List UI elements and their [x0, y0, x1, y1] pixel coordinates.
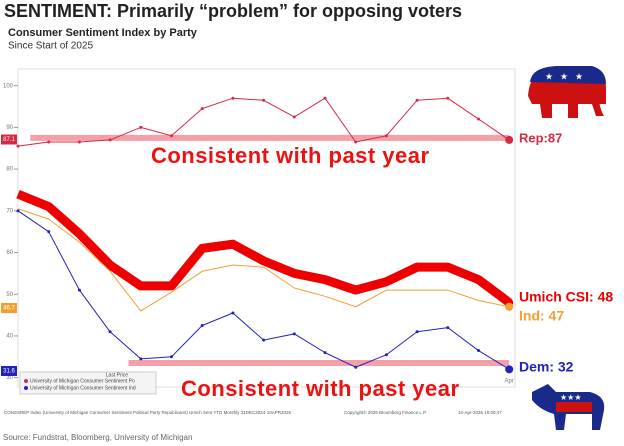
point	[47, 140, 51, 144]
point	[108, 330, 112, 334]
point	[415, 330, 419, 334]
point	[354, 365, 358, 369]
y-tick-label: 80	[6, 167, 13, 173]
point	[139, 357, 143, 361]
x-tick-label: Apr	[505, 379, 514, 385]
footer-text: Copyright© 2026 Bloomberg Finance L.P.	[344, 409, 427, 415]
annotation: Consistent with past year	[151, 143, 429, 168]
annotation: Consistent with past year	[181, 376, 459, 401]
end-point	[505, 365, 514, 374]
y-tick-label: 70	[6, 208, 13, 214]
point	[231, 96, 235, 100]
last-price-box	[1, 365, 17, 376]
legend-marker	[24, 386, 28, 390]
footer-text: 10-Apr-2026 16:00:47	[458, 410, 502, 415]
point	[323, 351, 327, 355]
series-end-label: Rep:87	[519, 130, 562, 145]
point	[231, 311, 235, 315]
legend-label: University of Michigan Consumer Sentimen…	[30, 385, 136, 391]
legend-box	[19, 371, 157, 395]
last-price-label: 46.7	[3, 306, 15, 312]
point	[292, 332, 296, 336]
chart-subtitle: Consumer Sentiment Index by Party	[8, 27, 198, 39]
y-tick-label: 100	[3, 83, 14, 89]
legend-label: University of Michigan Consumer Sentimen…	[30, 378, 135, 384]
series-line	[16, 189, 512, 307]
series-line	[17, 208, 510, 312]
footer-text: CONSSREP Index (University of Michigan C…	[4, 410, 291, 415]
plot-frame	[17, 68, 516, 388]
series-end-label: Ind: 47	[519, 308, 564, 324]
point	[262, 338, 266, 342]
y-tick-label: 60	[6, 250, 13, 256]
point	[16, 144, 20, 148]
end-point	[505, 302, 514, 311]
point	[446, 326, 450, 330]
series-end-label: Umich CSI: 48	[519, 289, 613, 305]
point	[323, 96, 327, 100]
last-price-label: 31.6	[3, 369, 15, 375]
legend-title: Last Price	[106, 372, 128, 378]
donkey-icon: ★★★	[532, 384, 605, 430]
point	[477, 117, 480, 121]
point	[16, 209, 20, 213]
y-tick-label: 40	[6, 334, 13, 340]
elephant-icon: ★ ★ ★	[528, 66, 606, 118]
point	[200, 324, 204, 328]
point	[415, 98, 419, 102]
legend-marker	[24, 379, 28, 383]
last-price-box	[1, 303, 17, 314]
series-end-label: Dem: 32	[519, 359, 574, 375]
point	[384, 134, 388, 138]
point	[47, 230, 51, 234]
y-tick-label: 50	[6, 292, 13, 298]
star: ★	[560, 71, 568, 81]
source: Source: Fundstrat, Bloomberg, University…	[3, 433, 192, 442]
point	[77, 140, 81, 144]
end-point	[505, 135, 514, 144]
star: ★	[575, 71, 583, 81]
point	[139, 125, 143, 129]
point	[170, 355, 173, 359]
star: ★	[545, 71, 553, 81]
point	[384, 353, 388, 357]
point	[354, 140, 358, 144]
point	[292, 115, 296, 119]
last-price-label: 87.1	[3, 137, 15, 143]
point	[170, 134, 173, 138]
chart-title: SENTIMENT: Primarily “problem” for oppos…	[4, 1, 462, 21]
y-tick-label: 90	[6, 125, 13, 131]
point	[200, 107, 204, 111]
point	[262, 98, 266, 102]
point	[108, 138, 112, 142]
y-tick-label: 30	[6, 375, 13, 381]
last-price-box	[1, 134, 17, 145]
point	[77, 288, 81, 292]
point	[477, 349, 480, 353]
point	[446, 96, 450, 100]
star: ★★★	[560, 393, 582, 402]
chart-subtitle2: Since Start of 2025	[8, 41, 93, 52]
